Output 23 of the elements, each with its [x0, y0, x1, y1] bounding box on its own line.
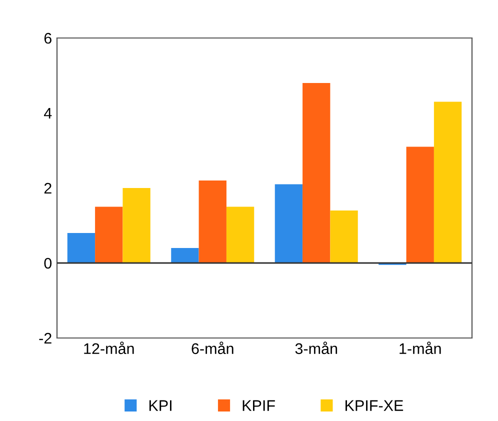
- bar: [198, 180, 226, 263]
- y-tick-label: 2: [44, 182, 52, 194]
- bar: [302, 83, 330, 263]
- y-tick-label: 0: [44, 258, 52, 269]
- y-tick-label: 6: [44, 32, 52, 44]
- legend-label: KPI: [149, 400, 172, 411]
- bar: [434, 102, 462, 263]
- bar: [406, 146, 434, 263]
- legend-label: KPIF: [242, 400, 275, 411]
- legend-label: KPIF-XE: [346, 400, 404, 411]
- bar: [274, 184, 303, 263]
- x-tick-label: 1-mån: [400, 342, 441, 354]
- bar: [171, 248, 199, 263]
- x-tick-label: 3-mån: [295, 342, 338, 354]
- x-tick-label: 6-mån: [192, 342, 234, 354]
- bar: [67, 233, 96, 263]
- y-tick-label: 4: [44, 108, 52, 119]
- bar: [95, 206, 123, 263]
- y-tick-label: -2: [39, 332, 52, 344]
- bar: [330, 210, 358, 263]
- bar: [122, 188, 150, 263]
- x-tick-label: 12-mån: [84, 342, 134, 354]
- bar: [226, 206, 254, 263]
